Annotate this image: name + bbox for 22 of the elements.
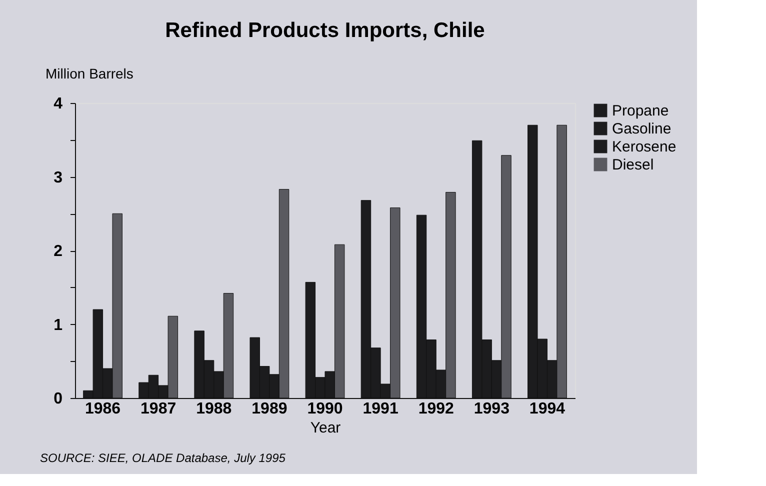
y-axis-title: Million Barrels [46, 66, 134, 82]
x-tick-label: 1990 [307, 400, 343, 418]
x-tick-label: 1992 [418, 400, 454, 418]
y-tick-label: 1 [54, 316, 63, 334]
x-tick-label: 1991 [362, 400, 398, 418]
legend-label: Propane [612, 102, 669, 120]
x-tick-label: 1987 [140, 400, 176, 418]
y-tick-label: 0 [54, 390, 63, 408]
y-tick-label: 3 [54, 169, 63, 186]
x-tick-label: 1994 [529, 400, 566, 418]
x-axis-title: Year [310, 420, 341, 436]
legend-label: Kerosene [612, 138, 676, 156]
x-tick-label: 1986 [84, 400, 121, 418]
chart-title: Refined Products Imports, Chile [165, 19, 485, 42]
legend-label: Diesel [612, 156, 654, 174]
y-tick-label: 4 [54, 96, 63, 112]
legend-label: Gasoline [612, 120, 672, 138]
x-tick-label: 1988 [196, 400, 232, 418]
y-tick-label: 2 [54, 243, 63, 260]
x-tick-label: 1993 [474, 400, 510, 418]
x-tick-label: 1989 [252, 400, 288, 418]
source-note: SOURCE: SIEE, OLADE Database, July 1995 [40, 451, 286, 465]
